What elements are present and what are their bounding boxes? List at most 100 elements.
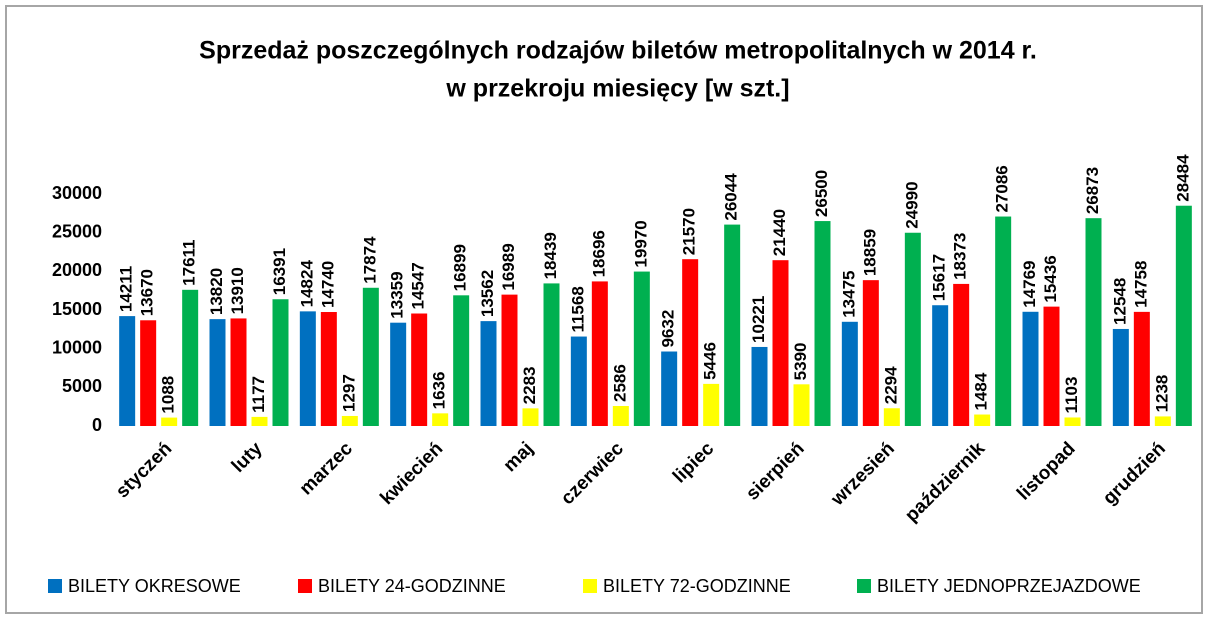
bar — [591, 281, 608, 426]
bar — [1112, 328, 1129, 426]
value-label: 16899 — [451, 244, 470, 291]
value-label: 5390 — [791, 342, 810, 380]
value-label: 19970 — [631, 220, 650, 267]
value-label: 1088 — [159, 376, 178, 414]
value-label: 1484 — [972, 372, 991, 410]
value-label: 1636 — [430, 372, 449, 410]
legend-swatch — [857, 579, 871, 593]
value-label: 24990 — [902, 181, 921, 228]
value-label: 15617 — [930, 254, 949, 301]
bar — [570, 336, 587, 426]
value-label: 27086 — [993, 165, 1012, 212]
bar — [974, 414, 991, 426]
value-label: 21440 — [770, 209, 789, 256]
value-label: 13910 — [228, 267, 247, 314]
value-label: 14769 — [1020, 261, 1039, 308]
legend-label: BILETY 24-GODZINNE — [318, 576, 506, 596]
value-label: 5446 — [701, 342, 720, 380]
value-label: 1238 — [1152, 375, 1171, 413]
value-label: 14211 — [117, 266, 136, 312]
value-label: 14824 — [297, 260, 316, 308]
value-label: 10221 — [749, 296, 768, 343]
bar — [841, 321, 858, 426]
value-label: 18696 — [589, 230, 608, 277]
bar — [161, 417, 178, 426]
value-label: 18439 — [541, 232, 560, 279]
bar — [612, 406, 629, 426]
bar — [814, 221, 831, 426]
value-label: 14740 — [318, 261, 337, 308]
bar — [724, 224, 741, 426]
value-label: 13359 — [388, 271, 407, 318]
value-label: 13562 — [478, 270, 497, 317]
bar — [543, 283, 560, 426]
legend-swatch — [48, 579, 62, 593]
bar — [883, 408, 900, 426]
bar — [432, 413, 449, 426]
bar — [995, 216, 1012, 426]
value-label: 2294 — [881, 366, 900, 404]
value-label: 1177 — [249, 376, 268, 413]
value-label: 2586 — [610, 364, 629, 402]
bar — [341, 415, 358, 426]
bar — [272, 299, 289, 426]
value-label: 9632 — [659, 310, 678, 348]
bar — [1175, 205, 1192, 426]
bar — [299, 311, 316, 426]
value-label: 26500 — [812, 170, 831, 217]
bar — [501, 294, 518, 426]
bar — [682, 259, 699, 426]
value-label: 26044 — [722, 173, 741, 221]
value-label: 18859 — [860, 229, 879, 276]
legend-label: BILETY JEDNOPRZEJAZDOWE — [877, 576, 1141, 596]
bar — [1133, 311, 1150, 426]
bar — [251, 416, 268, 426]
value-label: 16391 — [270, 248, 289, 295]
y-tick-label: 25000 — [52, 221, 102, 241]
bar — [1085, 218, 1102, 426]
chart-title: Sprzedaż poszczególnych rodzajów biletów… — [199, 37, 1037, 65]
value-label: 14758 — [1131, 261, 1150, 308]
bar — [1022, 311, 1039, 426]
bar — [772, 260, 789, 426]
value-label: 13670 — [138, 269, 157, 316]
bar — [1043, 306, 1060, 426]
y-tick-label: 30000 — [52, 183, 102, 203]
value-label: 2283 — [520, 367, 539, 405]
y-tick-label: 0 — [92, 415, 102, 435]
value-label: 11568 — [568, 286, 587, 332]
bar — [953, 283, 970, 426]
bar — [862, 280, 879, 426]
bar — [932, 305, 949, 426]
bar — [661, 351, 678, 426]
bar — [209, 319, 226, 426]
bar — [320, 312, 337, 426]
chart-subtitle: w przekroju miesięcy [w szt.] — [445, 75, 789, 103]
bar — [362, 287, 379, 426]
bar — [751, 346, 768, 426]
bar — [904, 232, 921, 426]
bar — [1154, 416, 1171, 426]
value-label: 17874 — [360, 236, 379, 284]
legend-label: BILETY OKRESOWE — [68, 576, 241, 596]
y-tick-label: 20000 — [52, 260, 102, 280]
bar — [230, 318, 247, 426]
bar — [480, 321, 497, 426]
value-label: 12548 — [1110, 278, 1129, 325]
value-label: 28484 — [1173, 154, 1192, 202]
legend-label: BILETY 72-GODZINNE — [603, 576, 791, 596]
value-label: 1103 — [1062, 377, 1081, 414]
bar — [182, 289, 199, 426]
bar — [793, 384, 810, 426]
bar — [411, 313, 428, 426]
legend-swatch — [583, 579, 597, 593]
bar — [1064, 417, 1081, 426]
value-label: 15436 — [1041, 255, 1060, 302]
bar — [633, 271, 650, 426]
bar — [703, 383, 720, 426]
value-label: 16989 — [499, 243, 518, 290]
value-label: 14547 — [409, 262, 428, 309]
bar — [522, 408, 539, 426]
value-label: 13820 — [207, 268, 226, 315]
